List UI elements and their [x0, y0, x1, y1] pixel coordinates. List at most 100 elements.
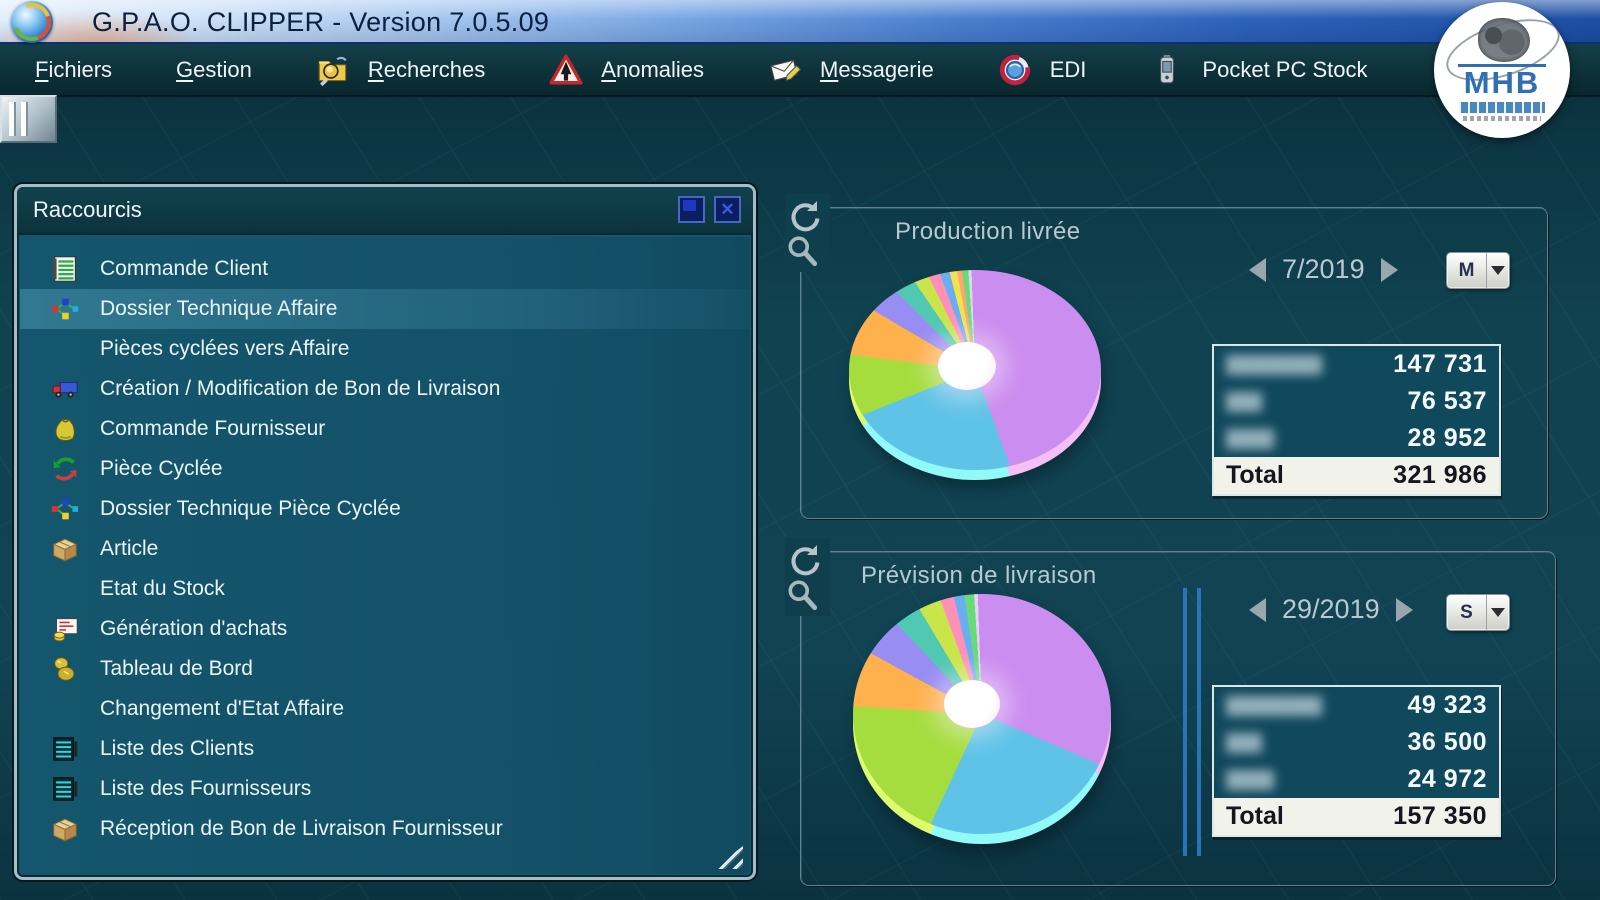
shortcut-liste-des-clients[interactable]: Liste des Clients — [20, 729, 750, 769]
close-button[interactable]: ✕ — [714, 196, 741, 223]
shortcut-changement-d-etat-affaire[interactable]: Changement d'Etat Affaire — [20, 689, 750, 729]
close-icon: ✕ — [720, 200, 735, 219]
package-icon — [50, 534, 82, 564]
shortcut-liste-des-fournisseurs[interactable]: Liste des Fournisseurs — [20, 769, 750, 809]
refresh-icon[interactable] — [785, 540, 825, 580]
total-label: Total — [1226, 802, 1284, 830]
period-unit-dropdown[interactable]: S — [1446, 594, 1510, 631]
magnifier-icon[interactable] — [785, 234, 821, 270]
stats-value: 49 323 — [1407, 691, 1487, 719]
refresh-icon[interactable] — [785, 196, 825, 236]
logo-banner — [1459, 102, 1545, 113]
stats-value: 76 537 — [1407, 387, 1487, 415]
forecast-panel: Prévision de livraison 29/2019 S ███████… — [785, 538, 1556, 886]
shortcut-creation-modification-de-bon-de-livraison[interactable]: Création / Modification de Bon de Livrai… — [20, 369, 750, 409]
stats-value: 24 972 — [1407, 765, 1487, 793]
restore-button[interactable] — [678, 196, 705, 223]
network-icon — [50, 294, 82, 324]
edi-globe-icon[interactable] — [998, 53, 1032, 87]
menu-messagerie[interactable]: Messagerie — [820, 56, 934, 82]
menu-anomalies[interactable]: Anomalies — [601, 56, 705, 82]
package-icon — [50, 814, 82, 844]
shortcut-piece-cyclee[interactable]: Pièce Cyclée — [20, 449, 750, 489]
truck-icon — [50, 374, 82, 404]
table-list-icon — [50, 254, 82, 284]
chart-marker-bar — [1197, 588, 1201, 856]
chevron-down-icon[interactable] — [1487, 253, 1509, 288]
logo-subtext — [1463, 116, 1541, 121]
toolbar-grip-button[interactable] — [0, 95, 57, 143]
shortcut-generation-d-achats[interactable]: Génération d'achats — [20, 609, 750, 649]
menu-pocket-pc-stock[interactable]: Pocket PC Stock — [1202, 56, 1368, 82]
stats-row: ███ 76 537 — [1214, 383, 1499, 420]
pda-icon[interactable] — [1150, 53, 1184, 87]
panel-tools — [785, 194, 830, 272]
total-value: 157 350 — [1393, 802, 1487, 830]
menu-edi[interactable]: EDI — [1049, 56, 1087, 82]
supplier-bag-icon — [50, 414, 82, 444]
shortcut-commande-fournisseur[interactable]: Commande Fournisseur — [20, 409, 750, 449]
shortcut-label: Liste des Clients — [100, 737, 255, 760]
period-label: 7/2019 — [1282, 254, 1365, 284]
app-logo-icon — [11, 1, 53, 43]
gold-icon — [50, 654, 82, 684]
search-folder-icon[interactable] — [316, 53, 350, 87]
previous-period-button[interactable] — [1249, 597, 1266, 622]
period-label: 29/2019 — [1282, 594, 1380, 624]
shortcut-label: Création / Modification de Bon de Livrai… — [100, 377, 501, 400]
window-title: G.P.A.O. CLIPPER - Version 7.0.5.09 — [92, 7, 550, 37]
shortcut-pieces-cyclees-vers-affaire[interactable]: Pièces cyclées vers Affaire — [20, 329, 750, 369]
total-label: Total — [1226, 461, 1284, 489]
magnifier-icon[interactable] — [785, 578, 821, 614]
table-cyan-icon — [50, 734, 82, 764]
warning-triangle-icon[interactable] — [549, 53, 583, 87]
menu-gestion[interactable]: Gestion — [176, 56, 252, 82]
shortcut-dossier-technique-piece-cyclee[interactable]: Dossier Technique Pièce Cyclée — [20, 489, 750, 529]
total-row: Total 157 350 — [1214, 798, 1499, 835]
redacted-label: ████ — [1226, 769, 1275, 789]
shortcut-article[interactable]: Article — [20, 529, 750, 569]
panel-title: Prévision de livraison — [861, 562, 1097, 589]
restore-icon — [683, 200, 696, 211]
redacted-label: ████████ — [1226, 354, 1323, 374]
mail-pen-icon[interactable] — [768, 53, 802, 87]
menu-recherches[interactable]: Recherches — [367, 56, 486, 82]
shortcut-label: Article — [100, 537, 159, 560]
period-navigator: 29/2019 — [1249, 594, 1413, 625]
shortcut-label: Réception de Bon de Livraison Fournisseu… — [100, 817, 503, 840]
no-icon — [50, 574, 82, 604]
shortcut-commande-client[interactable]: Commande Client — [20, 249, 750, 289]
period-unit-dropdown[interactable]: M — [1446, 252, 1510, 289]
shortcut-label: Dossier Technique Affaire — [100, 297, 338, 320]
shortcut-dossier-technique-affaire[interactable]: Dossier Technique Affaire — [20, 289, 750, 329]
menu-fichiers[interactable]: Fichiers — [35, 56, 113, 82]
next-period-button[interactable] — [1380, 257, 1398, 282]
no-icon — [50, 694, 82, 724]
redacted-label: ███ — [1226, 732, 1263, 752]
shortcut-label: Pièces cyclées vers Affaire — [100, 337, 350, 360]
shortcut-tableau-de-bord[interactable]: Tableau de Bord — [20, 649, 750, 689]
shortcut-label: Etat du Stock — [100, 577, 225, 600]
panel-title: Production livrée — [895, 218, 1081, 245]
shortcut-etat-du-stock[interactable]: Etat du Stock — [20, 569, 750, 609]
shortcuts-titlebar: Raccourcis ✕ — [17, 187, 753, 235]
shortcut-label: Dossier Technique Pièce Cyclée — [100, 497, 401, 520]
panel-tools — [785, 538, 830, 616]
stats-value: 28 952 — [1407, 424, 1487, 452]
previous-period-button[interactable] — [1249, 257, 1266, 282]
shortcuts-title: Raccourcis — [33, 197, 142, 222]
chart-marker-bar — [1183, 588, 1187, 856]
chevron-down-icon[interactable] — [1487, 595, 1509, 630]
next-period-button[interactable] — [1395, 597, 1413, 622]
forecast-stats-table: ████████ 49 323 ███ 36 500 ████ 24 972 Total … — [1212, 685, 1501, 837]
stats-value: 147 731 — [1393, 350, 1487, 378]
menu-bar: Fichiers Gestion Recherches Anomalies Messag… — [0, 44, 1600, 97]
shortcuts-list: Commande Client Dossier Technique Affaire… — [20, 237, 750, 874]
redacted-label: ███ — [1226, 391, 1263, 411]
shortcut-reception-de-bon-de-livraison-fournisseur[interactable]: Réception de Bon de Livraison Fournisseu… — [20, 809, 750, 849]
logo-machine-sketch-icon — [1478, 18, 1530, 62]
shortcut-label: Génération d'achats — [100, 617, 288, 640]
network-icon — [50, 494, 82, 524]
stats-row: ███ 36 500 — [1214, 724, 1499, 761]
total-value: 321 986 — [1393, 461, 1487, 489]
